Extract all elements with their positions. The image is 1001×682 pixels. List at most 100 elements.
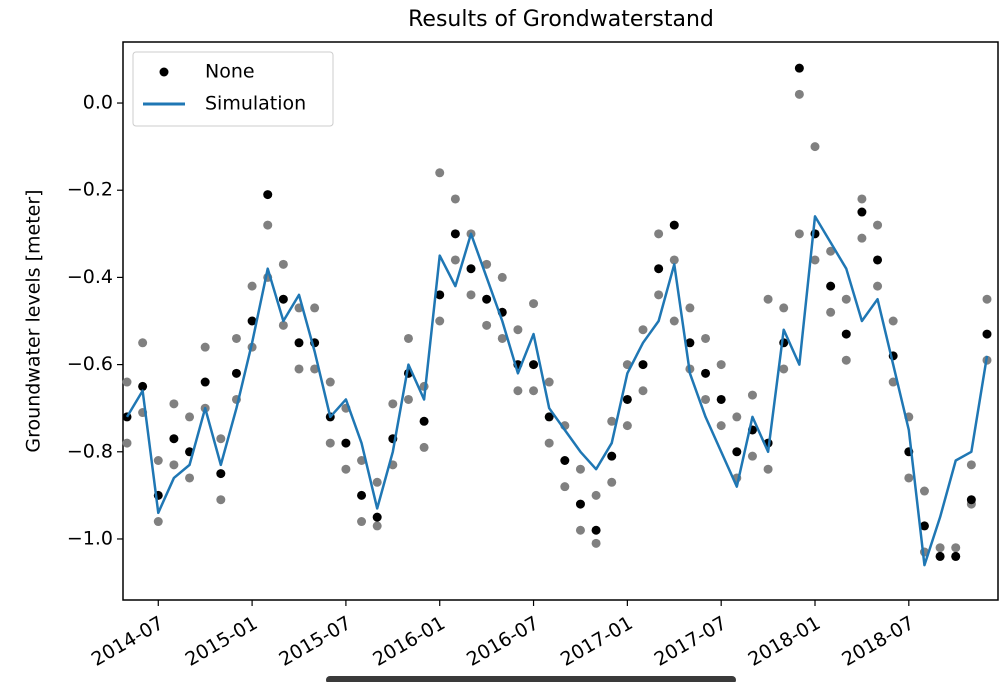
- data-point: [685, 303, 695, 313]
- data-point: [419, 442, 429, 452]
- data-point: [826, 307, 836, 317]
- data-point: [654, 229, 664, 239]
- data-point: [482, 294, 492, 304]
- data-point: [591, 525, 601, 535]
- data-point: [638, 360, 648, 370]
- data-point: [450, 229, 460, 239]
- x-tick-label: 2017-07: [651, 612, 731, 671]
- data-point: [779, 364, 789, 374]
- y-tick-label: 0.0: [83, 92, 113, 114]
- data-point: [826, 246, 836, 256]
- data-point: [529, 360, 539, 370]
- data-point: [497, 333, 507, 343]
- data-point: [591, 490, 601, 500]
- data-point: [544, 438, 554, 448]
- data-point: [435, 316, 445, 326]
- data-point: [169, 460, 179, 470]
- data-point: [419, 416, 429, 426]
- data-point: [888, 377, 898, 387]
- data-point: [278, 259, 288, 269]
- data-point: [529, 299, 539, 309]
- x-tick-label: 2015-07: [275, 612, 355, 671]
- data-point: [403, 394, 413, 404]
- data-point: [575, 525, 585, 535]
- data-point: [826, 281, 836, 291]
- data-point: [263, 190, 273, 200]
- data-point: [169, 434, 179, 444]
- data-point: [732, 412, 742, 422]
- data-point: [325, 438, 335, 448]
- data-point: [247, 281, 257, 291]
- legend-label: Simulation: [205, 93, 306, 115]
- data-point: [701, 333, 711, 343]
- data-point: [638, 325, 648, 335]
- data-point: [607, 477, 617, 487]
- y-axis-label: Groundwater levels [meter]: [23, 189, 45, 452]
- data-point: [873, 255, 883, 265]
- x-tick-label: 2014-07: [88, 612, 168, 671]
- data-point: [185, 473, 195, 483]
- home-indicator: [326, 676, 736, 682]
- data-point: [716, 421, 726, 431]
- data-point: [935, 543, 945, 553]
- data-point: [357, 490, 367, 500]
- y-tick-label: −0.2: [67, 179, 113, 201]
- data-point: [779, 303, 789, 313]
- data-point: [325, 377, 335, 387]
- data-point: [372, 512, 382, 522]
- data-point: [810, 142, 820, 152]
- data-point: [341, 438, 351, 448]
- data-point: [200, 377, 210, 387]
- data-point: [294, 364, 304, 374]
- data-point: [372, 477, 382, 487]
- data-point: [747, 451, 757, 461]
- data-point: [794, 63, 804, 73]
- data-point: [247, 316, 257, 326]
- data-point: [951, 543, 961, 553]
- y-tick-label: −0.4: [67, 266, 113, 288]
- data-point: [685, 338, 695, 348]
- data-point: [763, 464, 773, 474]
- data-point: [435, 168, 445, 178]
- x-tick-label: 2018-07: [838, 612, 918, 671]
- chart-title: Results of Grondwaterstand: [408, 7, 714, 32]
- data-point: [497, 272, 507, 282]
- data-point: [372, 521, 382, 531]
- data-point: [873, 220, 883, 230]
- data-point: [450, 255, 460, 265]
- data-point: [388, 399, 398, 409]
- data-point: [575, 464, 585, 474]
- legend-swatch: [159, 67, 169, 77]
- data-point: [544, 412, 554, 422]
- data-point: [310, 303, 320, 313]
- data-point: [716, 394, 726, 404]
- legend-label: None: [205, 61, 255, 83]
- x-tick-label: 2016-01: [369, 612, 449, 671]
- data-point: [435, 290, 445, 300]
- data-point: [341, 464, 351, 474]
- data-point: [701, 394, 711, 404]
- data-point: [231, 333, 241, 343]
- data-point: [138, 381, 148, 391]
- data-point: [357, 456, 367, 465]
- y-tick-label: −0.6: [67, 353, 113, 375]
- data-point: [638, 386, 648, 396]
- data-point: [294, 338, 304, 348]
- data-point: [873, 281, 883, 291]
- data-point: [669, 220, 679, 230]
- data-point: [185, 412, 195, 422]
- data-point: [403, 333, 413, 343]
- data-point: [607, 416, 617, 426]
- data-point: [216, 495, 226, 505]
- data-point: [857, 194, 867, 204]
- data-point: [231, 368, 241, 378]
- data-point: [529, 386, 539, 396]
- y-tick-label: −0.8: [67, 440, 113, 462]
- data-point: [138, 338, 148, 348]
- data-point: [966, 495, 976, 505]
- data-point: [669, 255, 679, 265]
- x-tick-label: 2016-07: [463, 612, 543, 671]
- data-point: [560, 482, 570, 492]
- line-series: [125, 215, 989, 567]
